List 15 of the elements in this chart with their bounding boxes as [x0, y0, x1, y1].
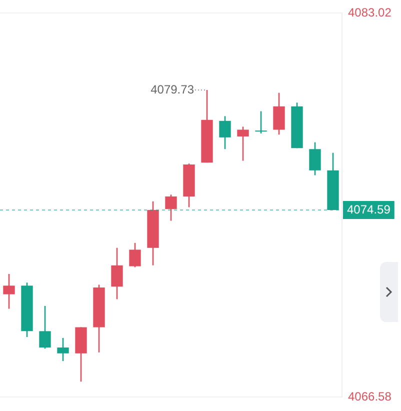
annotation: 4079.73	[150, 82, 194, 96]
candlestick	[309, 142, 321, 176]
candlestick	[39, 305, 51, 350]
y-tick-label: 4066.58	[348, 389, 392, 404]
candlestick	[255, 110, 267, 134]
ref-line-label: 4074.59	[347, 202, 391, 216]
candlestick	[129, 242, 141, 268]
candlestick	[165, 194, 177, 222]
candlestick	[237, 126, 249, 162]
candlestick	[3, 273, 15, 310]
y-tick-label: 4083.02	[348, 6, 392, 20]
candlestick	[57, 337, 69, 362]
candlestick	[273, 92, 285, 136]
candlestick	[219, 116, 231, 150]
candlestick	[111, 247, 123, 300]
